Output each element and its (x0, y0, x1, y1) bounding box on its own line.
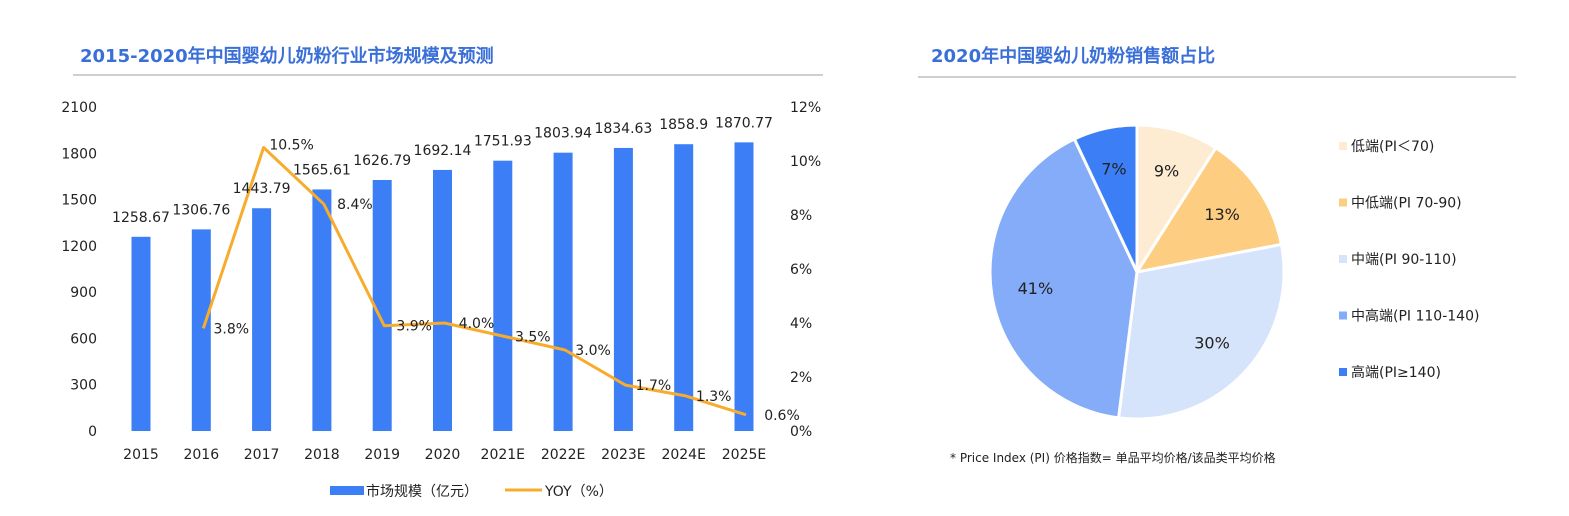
pie-slice (988, 136, 1139, 420)
y-left-tick-label: 1200 (61, 239, 97, 255)
bar-chart-title: 2015-2020年中国婴幼儿奶粉行业市场规模及预测 (80, 46, 494, 67)
x-tick-label: 2020 (425, 447, 461, 463)
legend-label-bar: 市场规模（亿元） (366, 483, 478, 500)
yoy-value-label: 3.0% (575, 343, 611, 359)
legend-label: 中端(PI 90-110) (1351, 252, 1457, 268)
pie-slice-label: 7% (1101, 160, 1126, 179)
y-left-tick-label: 900 (70, 285, 97, 301)
yoy-value-label: 0.6% (764, 408, 800, 424)
pie-slice (1072, 123, 1139, 273)
bar (191, 229, 211, 431)
y-left-tick-label: 300 (70, 378, 97, 394)
bar (131, 236, 151, 431)
legend-swatch (1339, 368, 1347, 376)
bar-value-label: 1258.67 (112, 210, 170, 226)
x-tick-label: 2016 (183, 447, 219, 463)
bar-value-label: 1306.76 (172, 202, 230, 218)
y-left-tick-label: 2100 (61, 100, 97, 116)
bar-value-label: 1751.93 (474, 134, 532, 150)
x-tick-label: 2024E (661, 447, 705, 463)
x-tick-label: 2025E (722, 447, 766, 463)
bar (674, 144, 694, 431)
y-right-tick-label: 10% (790, 154, 821, 170)
legend-label-line: YOY（%） (544, 484, 613, 500)
yoy-value-label: 1.3% (696, 389, 732, 405)
bar-value-label: 1858.9 (659, 117, 708, 133)
x-tick-label: 2015 (123, 447, 159, 463)
yoy-value-label: 3.8% (214, 321, 250, 337)
legend-label: 高端(PI≥140) (1351, 364, 1441, 381)
market-size-combo-chart: 0 300 600 900 1200 1500 1800 2100 0% 2% 4% 6% 8% 10% 1… (61, 100, 821, 500)
bar-value-label: 1692.14 (414, 143, 472, 159)
yoy-value-label: 1.7% (636, 378, 672, 394)
y-right-tick-label: 2% (790, 370, 812, 386)
market-size-panel: 2015-2020年中国婴幼儿奶粉行业市场规模及预测 0 300 600 900 120… (61, 46, 823, 500)
bar-value-label: 1834.63 (594, 121, 652, 137)
legend-swatch (1339, 311, 1347, 320)
x-tick-label: 2022E (541, 447, 585, 463)
y-left-tick-label: 1500 (61, 193, 97, 209)
pie-slice-label: 13% (1204, 205, 1240, 224)
sales-share-panel: 2020年中国婴幼儿奶粉销售额占比 9% 13% 30% 41% 7% 低端(PI＜70)… (900, 0, 1569, 516)
pi-footnote: * Price Index (PI) 价格指数= 单品平均价格/该品类平均价格 (950, 451, 1276, 465)
y-right-tick-label: 6% (790, 262, 812, 278)
pie-slice-label: 41% (1018, 279, 1054, 298)
bar (613, 147, 633, 431)
pie-slice (1133, 145, 1284, 275)
sales-share-pie-chart: 9% 13% 30% 41% 7% 低端(PI＜70) 中低端(PI 70-90) 中端(PI… (988, 123, 1479, 421)
legend-swatch (1339, 198, 1347, 207)
x-tick-label: 2019 (364, 447, 400, 463)
legend-label: 中高端(PI 110-140) (1351, 308, 1479, 325)
y-right-tick-label: 12% (790, 100, 821, 116)
x-tick-label: 2023E (601, 447, 645, 463)
y-left-tick-label: 0 (88, 424, 97, 440)
pie-chart-title: 2020年中国婴幼儿奶粉销售额占比 (931, 46, 1216, 67)
bar (252, 208, 272, 431)
title-divider (73, 74, 823, 76)
legend-swatch-bar (330, 486, 364, 495)
legend-label: 低端(PI＜70) (1351, 139, 1434, 155)
legend-swatch (1339, 255, 1347, 263)
yoy-value-label: 8.4% (337, 197, 373, 213)
title-divider (918, 76, 1516, 78)
y-left-tick-label: 600 (70, 331, 97, 347)
y-right-tick-label: 0% (790, 424, 812, 440)
pie-slice (1135, 123, 1218, 278)
bar (312, 189, 332, 431)
y-right-tick-label: 8% (790, 208, 812, 224)
yoy-value-label: 3.5% (515, 330, 551, 346)
bar-value-label: 1626.79 (353, 153, 411, 169)
yoy-line (201, 146, 747, 417)
bar (553, 152, 573, 431)
yoy-value-label: 10.5% (269, 138, 313, 154)
legend-swatch (1339, 142, 1347, 150)
pie-slice-label: 9% (1154, 161, 1179, 180)
yoy-value-label: 4.0% (459, 316, 495, 332)
bar (734, 142, 754, 431)
y-left-tick-label: 1800 (61, 146, 97, 162)
bar-value-label: 1565.61 (293, 162, 351, 178)
pie-slice (1116, 242, 1286, 421)
x-tick-label: 2017 (244, 447, 280, 463)
bar-value-label: 1870.77 (715, 115, 773, 131)
bar-value-label: 1443.79 (233, 181, 291, 197)
x-tick-label: 2018 (304, 447, 340, 463)
yoy-value-label: 3.9% (396, 319, 432, 335)
legend-label: 中低端(PI 70-90) (1351, 196, 1462, 212)
bar (493, 160, 513, 432)
bar (372, 180, 392, 431)
bar-value-label: 1803.94 (534, 126, 592, 142)
bar (433, 169, 452, 431)
x-tick-label: 2021E (481, 447, 525, 463)
pie-slice-label: 30% (1194, 333, 1230, 352)
y-right-tick-label: 4% (790, 316, 812, 332)
